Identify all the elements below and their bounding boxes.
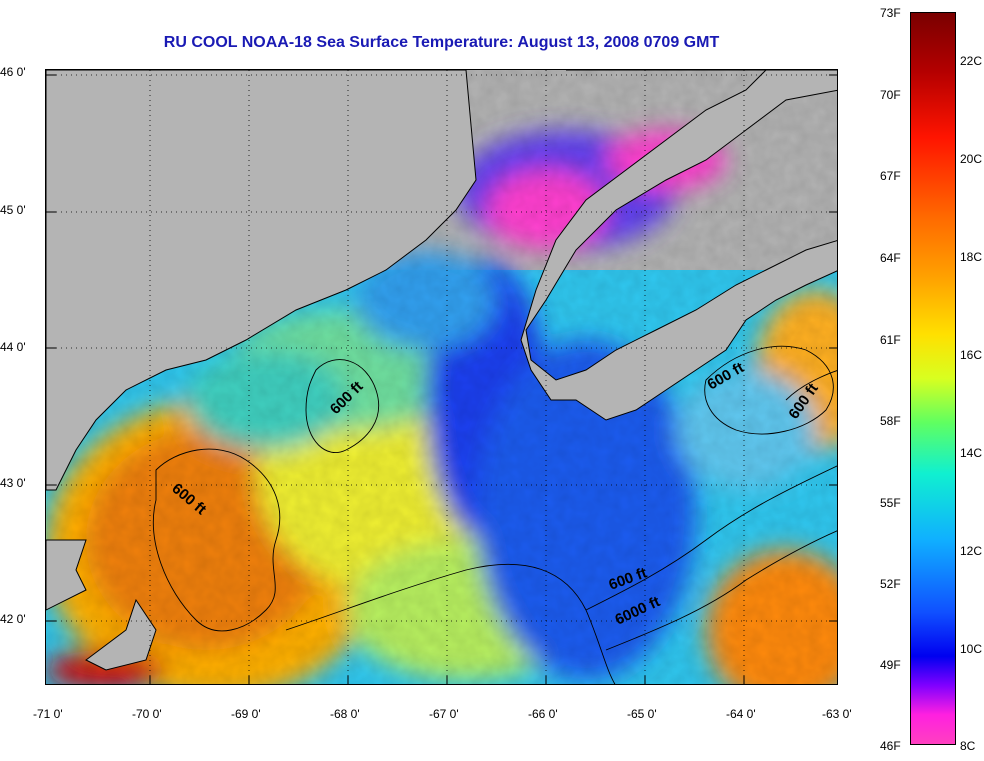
colorbar-c-label: 10C	[960, 642, 983, 656]
colorbar-f-label: 55F	[880, 496, 901, 510]
sst-map: 600 ft 600 ft 600 ft 600 ft 600 ft 6000 …	[45, 69, 838, 685]
colorbar-f-label: 67F	[880, 169, 901, 183]
colorbar-c-label: 8C	[960, 739, 976, 753]
colorbar-f-label: 64F	[880, 251, 901, 265]
colorbar-f-label: 52F	[880, 577, 901, 591]
colorbar-f-label: 61F	[880, 333, 901, 347]
lat-label: 46 0'	[0, 65, 26, 79]
colorbar-c-label: 16C	[960, 348, 983, 362]
lat-label: 45 0'	[0, 203, 26, 217]
temperature-colorbar	[910, 12, 956, 745]
lon-label: -71 0'	[33, 707, 63, 721]
axis-ticks	[46, 74, 837, 684]
lat-label: 43 0'	[0, 476, 26, 490]
land-mass	[46, 70, 837, 671]
map-title: RU COOL NOAA-18 Sea Surface Temperature:…	[163, 34, 720, 51]
lon-label: -64 0'	[726, 707, 756, 721]
colorbar-c-label: 20C	[960, 152, 983, 166]
lon-label: -65 0'	[627, 707, 657, 721]
lon-label: -63 0'	[822, 707, 852, 721]
graticule	[46, 70, 837, 684]
colorbar-f-label: 58F	[880, 414, 901, 428]
colorbar-f-label: 49F	[880, 658, 901, 672]
lon-label: -69 0'	[231, 707, 261, 721]
colorbar-f-label: 46F	[880, 739, 901, 753]
colorbar-f-label: 70F	[880, 88, 901, 102]
colorbar-c-label: 12C	[960, 544, 983, 558]
lat-label: 44 0'	[0, 340, 26, 354]
colorbar-c-label: 22C	[960, 54, 983, 68]
lon-label: -66 0'	[528, 707, 558, 721]
colorbar-f-label: 73F	[880, 6, 901, 20]
bathymetry-contours	[152, 345, 837, 684]
lat-label: 42 0'	[0, 612, 26, 626]
lon-label: -67 0'	[429, 707, 459, 721]
colorbar-c-label: 18C	[960, 250, 983, 264]
lon-label: -70 0'	[132, 707, 162, 721]
colorbar-c-label: 14C	[960, 446, 983, 460]
lon-label: -68 0'	[330, 707, 360, 721]
